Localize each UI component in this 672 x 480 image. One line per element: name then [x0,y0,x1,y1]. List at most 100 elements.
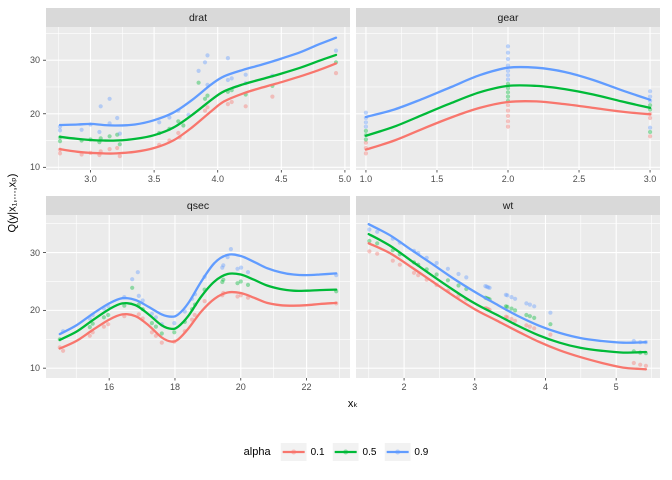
data-point [505,73,511,78]
facet-strip-label: drat [188,11,208,24]
data-point [115,145,120,151]
data-point [122,303,127,308]
data-point [367,238,372,244]
data-point [176,130,181,136]
legend-entry-0.1[interactable]: 0.1 [280,443,325,461]
data-point [363,128,368,133]
data-point [101,324,106,329]
data-point [411,270,417,275]
data-point [238,279,243,284]
x-axis-tick-label: 5 [613,382,619,392]
data-point [643,363,648,368]
data-point [648,125,653,130]
facet-panel-gear [356,27,660,173]
scatter-points-layer [363,44,653,156]
data-point [456,271,461,277]
x-axis-tick-label: 20 [235,382,246,392]
data-point [503,314,508,319]
data-point [363,137,368,142]
facet-panel-drat [43,27,350,173]
quantile-curve-0.1 [58,62,338,155]
data-point [159,331,164,336]
data-point [648,94,653,99]
data-point [464,275,469,280]
data-point [631,360,636,366]
y-axis-tick-label: 20 [29,108,40,119]
minor-gridlines [46,215,350,378]
quantile-curve-0.1 [58,290,338,350]
y-axis-tick-label: 20 [29,305,40,316]
data-point [106,322,111,327]
legend-key-swatch [280,443,307,461]
data-point [107,96,112,101]
data-point [229,76,234,81]
data-point [434,272,439,277]
data-point [57,139,63,144]
data-point [505,77,511,82]
x-axis-tick-label: 3 [472,382,478,392]
quantile-curve-0.9 [364,65,652,119]
data-point [505,304,510,309]
data-point [524,323,529,328]
data-point [505,57,511,62]
data-point [527,314,532,319]
legend-entry-0.5[interactable]: 0.5 [332,443,376,461]
legend-entry-label: 0.1 [310,446,325,458]
quantile-curve-0.5 [367,232,648,354]
data-point [390,258,395,263]
data-point [117,131,122,136]
data-point [79,152,84,157]
quantile-curve-0.1 [364,100,652,151]
data-point [192,312,197,318]
data-point [509,316,514,322]
data-point [548,310,553,315]
data-point [375,251,380,256]
quantile-curve-0.1 [367,242,648,371]
data-point [221,277,226,282]
data-point [509,295,514,300]
data-point [98,104,103,109]
data-point [513,308,518,313]
panel-background [46,215,350,378]
data-point [90,321,95,326]
data-point [181,123,186,128]
data-point [225,56,230,61]
facet-strip-label: gear [497,11,519,24]
data-point [172,321,177,326]
data-point [363,110,368,115]
x-axis-tick-label: 1.0 [359,174,373,184]
data-point [220,279,225,285]
facet-strip-wt: wt [356,196,660,215]
data-point [524,312,529,318]
facet-strip-label: qsec [186,199,210,212]
data-point [136,293,141,298]
data-point [107,134,112,139]
quantile-curve-0.9 [58,36,338,127]
facet-panel-wt [356,215,660,381]
data-point [243,104,248,109]
data-point [486,285,491,290]
x-axis-tick-label: 4 [542,382,548,392]
axis-tick-marks [403,378,617,381]
data-point [130,277,135,282]
data-point [202,108,208,113]
scatter-points-layer [367,227,648,368]
major-gridlines [356,215,660,378]
data-point [228,247,233,252]
data-point [167,115,172,120]
legend-title: alpha [243,446,271,458]
quantile-curve-0.5 [58,53,338,142]
data-point [202,96,208,101]
minor-gridlines [356,215,660,378]
data-point [638,362,643,367]
data-point [505,44,511,49]
major-gridlines [356,27,660,170]
data-point [503,292,508,297]
data-point [445,278,450,283]
data-point [61,348,66,353]
data-point [79,127,84,132]
legend-entry-0.9[interactable]: 0.9 [384,443,428,461]
y-axis-tick-label: 30 [29,55,40,66]
x-axis-tick-label: 5.0 [338,174,352,184]
